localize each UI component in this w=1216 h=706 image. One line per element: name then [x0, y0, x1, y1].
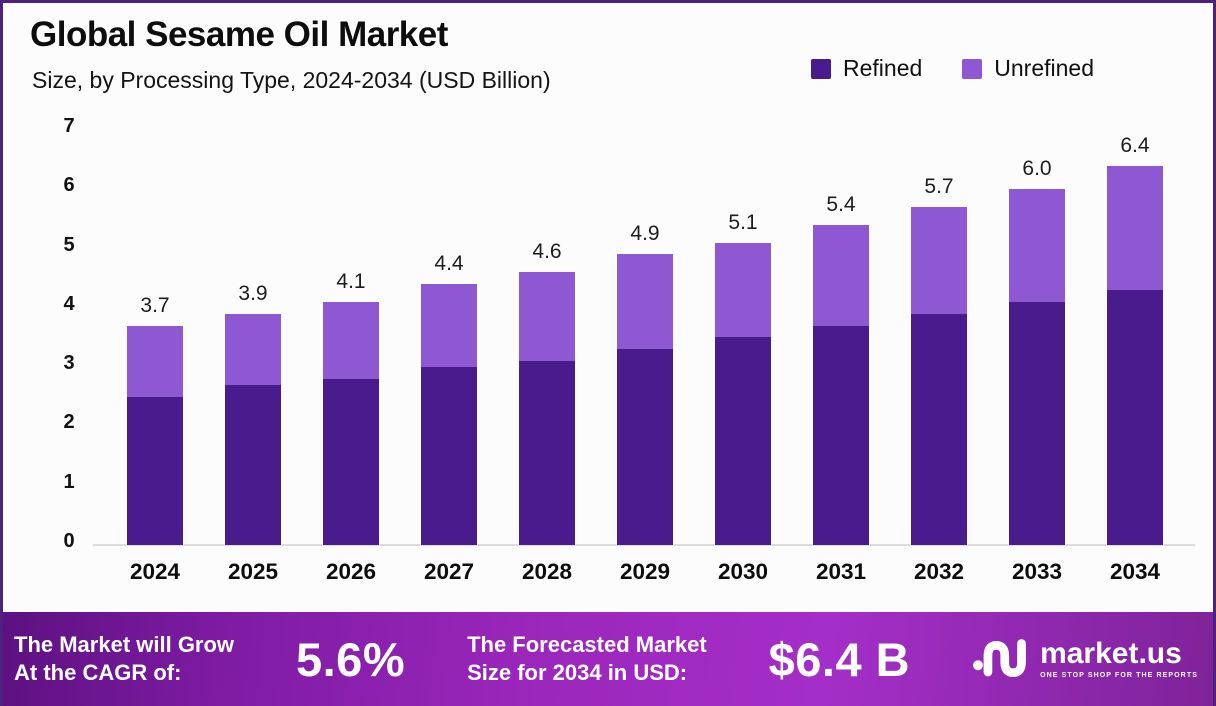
marketus-logo-icon	[973, 639, 1026, 678]
x-axis-label: 2032	[913, 559, 965, 584]
footer-banner: The Market will Grow At the CAGR of: 5.6…	[3, 612, 1213, 706]
bar-total-label: 3.7	[140, 293, 170, 317]
bar-group: 6.0	[1009, 157, 1065, 545]
bar-segment-unrefined	[715, 242, 771, 338]
x-axis-label: 2027	[423, 559, 475, 584]
x-axis-label: 2034	[1109, 559, 1161, 584]
bar-segment-refined	[1107, 290, 1163, 545]
bar-segment-refined	[323, 378, 379, 545]
bar-segment-refined	[1009, 301, 1065, 545]
bar-segment-unrefined	[1009, 189, 1065, 302]
x-axis-label: 2031	[815, 559, 867, 584]
page-title: Global Sesame Oil Market	[30, 15, 448, 54]
bar-total-label: 3.9	[238, 281, 268, 305]
y-axis-tick-label: 1	[63, 470, 75, 493]
x-axis-label: 2029	[619, 559, 671, 584]
bar-segment-refined	[911, 313, 967, 545]
bar-segment-unrefined	[911, 207, 967, 314]
cagr-value: 5.6%	[295, 632, 406, 686]
bar-group: 5.4	[813, 193, 869, 545]
x-axis-label: 2024	[129, 559, 181, 584]
chart-legend: Refined Unrefined	[811, 55, 1094, 82]
bar-segment-unrefined	[519, 272, 575, 362]
plot-area: 3.7 2024 3.9 2025 4.1 2026 4.4 2027 4.6 …	[3, 3, 1213, 612]
forecast-label-line1: The Forecasted Market	[467, 632, 707, 658]
x-axis-line	[93, 544, 1195, 546]
x-axis-label: 2033	[1011, 559, 1063, 584]
bar-segment-refined	[519, 361, 575, 545]
bar-total-label: 6.0	[1022, 157, 1052, 181]
bar-total-label: 4.4	[434, 252, 464, 276]
brand-name: market.us	[1040, 637, 1182, 670]
bar-segment-unrefined	[421, 284, 477, 368]
unrefined-swatch-icon	[962, 58, 983, 79]
legend-label-refined: Refined	[843, 55, 923, 81]
bar-segment-refined	[715, 337, 771, 545]
bar-total-label: 5.1	[728, 210, 758, 234]
bar-segment-refined	[127, 396, 183, 545]
bar-group: 6.4	[1107, 133, 1163, 545]
brand-text: market.us ONE STOP SHOP FOR THE REPORTS	[1040, 637, 1198, 680]
x-axis-label: 2028	[521, 559, 573, 584]
bar-segment-refined	[813, 325, 869, 545]
forecast-value: $6.4 B	[768, 632, 911, 686]
brand-logo: market.us ONE STOP SHOP FOR THE REPORTS	[972, 636, 1198, 682]
refined-swatch-icon	[811, 58, 831, 79]
y-axis-tick-label: 5	[63, 233, 75, 256]
legend-item-refined: Refined	[811, 55, 922, 82]
bar-total-label: 4.6	[532, 240, 562, 264]
bar-segment-unrefined	[1107, 165, 1163, 291]
bar-total-label: 4.9	[630, 222, 660, 246]
bar-group: 4.4	[421, 252, 477, 545]
bar-group: 3.9	[225, 282, 281, 545]
bar-total-label: 4.1	[336, 269, 366, 293]
y-axis-tick-label: 7	[63, 114, 75, 137]
bar-segment-unrefined	[813, 224, 869, 326]
y-axis-tick-label: 0	[63, 530, 75, 552]
x-axis-label: 2025	[227, 559, 279, 584]
bar-group: 5.1	[715, 211, 771, 545]
x-axis-label: 2026	[325, 559, 377, 584]
brand-tagline: ONE STOP SHOP FOR THE REPORTS	[1040, 672, 1198, 679]
x-axis-label: 2030	[717, 559, 769, 584]
y-axis-tick-label: 4	[63, 292, 75, 315]
forecast-label: The Forecasted Market Size for 2034 in U…	[467, 631, 707, 687]
cagr-label-line2: At the CAGR of:	[14, 660, 182, 685]
cagr-label-line1: The Market will Grow	[14, 632, 235, 658]
bar-segment-unrefined	[323, 301, 379, 379]
forecast-label-line2: Size for 2034 in USD:	[467, 660, 688, 685]
bar-segment-refined	[617, 349, 673, 545]
y-axis-tick-label: 3	[63, 352, 75, 375]
y-axis-tick-label: 2	[63, 411, 75, 434]
legend-item-unrefined: Unrefined	[962, 55, 1094, 82]
bar-group: 4.9	[617, 222, 673, 545]
cagr-label: The Market will Grow At the CAGR of:	[14, 631, 234, 687]
bar-total-label: 6.4	[1120, 133, 1150, 157]
bar-segment-refined	[225, 384, 281, 545]
bar-segment-unrefined	[127, 325, 183, 397]
bar-segment-unrefined	[225, 313, 281, 385]
bar-group: 5.7	[911, 175, 967, 545]
bar-group: 4.1	[323, 270, 379, 545]
page-subtitle: Size, by Processing Type, 2024-2034 (USD…	[32, 67, 551, 93]
bar-group: 3.7	[127, 294, 183, 545]
y-axis-tick-label: 6	[63, 174, 75, 197]
bar-group: 4.6	[519, 240, 575, 545]
bar-segment-refined	[421, 367, 477, 545]
bar-total-label: 5.7	[924, 175, 954, 198]
legend-label-unrefined: Unrefined	[994, 55, 1095, 81]
bar-segment-unrefined	[617, 254, 673, 350]
bar-total-label: 5.4	[826, 192, 856, 216]
